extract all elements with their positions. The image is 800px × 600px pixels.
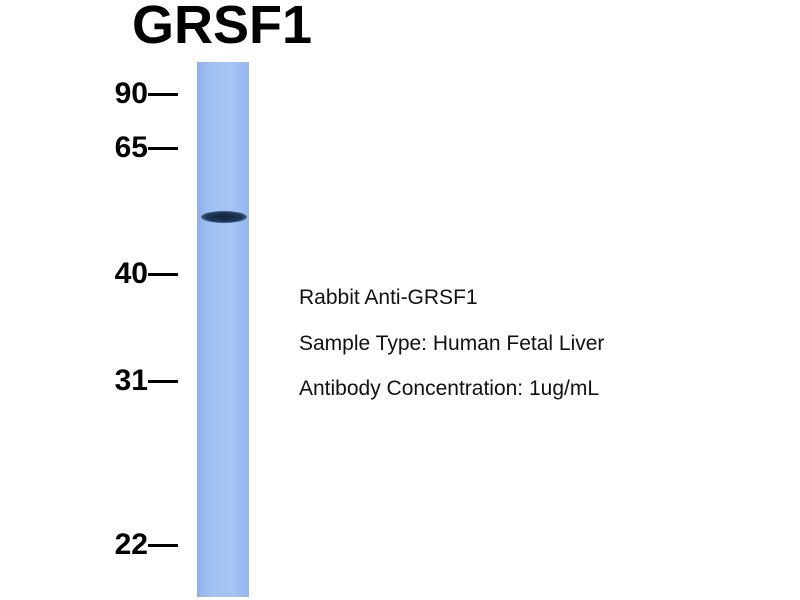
marker-tick xyxy=(148,380,178,383)
marker-tick xyxy=(148,147,178,150)
blot-title: GRSF1 xyxy=(132,0,313,55)
antibody-label: Rabbit Anti-GRSF1 xyxy=(299,286,478,309)
blot-lane xyxy=(197,62,249,597)
marker-label: 40 xyxy=(114,257,148,290)
marker-label: 31 xyxy=(114,364,148,397)
marker-40: 40 xyxy=(100,259,180,289)
marker-label: 22 xyxy=(114,528,148,561)
marker-label: 65 xyxy=(114,131,148,164)
marker-tick xyxy=(148,93,178,96)
sample-type-label: Sample Type: Human Fetal Liver xyxy=(299,332,605,355)
marker-22: 22 xyxy=(100,530,180,560)
concentration-label: Antibody Concentration: 1ug/mL xyxy=(299,377,600,400)
marker-tick xyxy=(148,273,178,276)
marker-90: 90 xyxy=(100,79,180,109)
marker-65: 65 xyxy=(100,133,180,163)
marker-tick xyxy=(148,544,178,547)
marker-label: 90 xyxy=(114,77,148,110)
marker-31: 31 xyxy=(100,366,180,396)
protein-band xyxy=(201,211,247,223)
